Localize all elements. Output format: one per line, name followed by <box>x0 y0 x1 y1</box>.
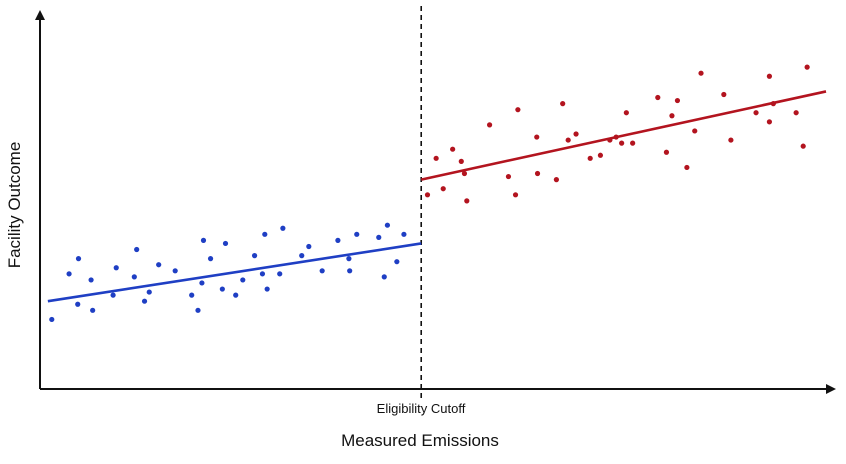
data-point <box>306 243 312 250</box>
data-point <box>433 155 439 161</box>
data-point <box>587 155 593 161</box>
data-point <box>512 192 519 198</box>
data-point <box>222 240 229 247</box>
data-point <box>189 292 195 298</box>
data-point <box>698 70 704 76</box>
data-point <box>674 97 681 104</box>
data-point <box>277 271 283 277</box>
fit-line <box>47 242 422 303</box>
data-point <box>597 152 604 158</box>
data-point <box>534 170 541 177</box>
data-point <box>75 301 81 307</box>
data-point <box>565 137 571 143</box>
data-point <box>381 274 387 280</box>
data-point <box>90 307 96 313</box>
data-point <box>753 110 759 116</box>
data-point <box>486 122 493 128</box>
data-point <box>219 286 225 292</box>
data-point <box>450 146 456 152</box>
data-point <box>376 234 382 240</box>
data-point <box>134 246 140 253</box>
data-point <box>200 237 207 243</box>
data-point <box>66 271 72 277</box>
data-point <box>655 94 661 101</box>
data-point <box>141 298 148 304</box>
data-point <box>264 286 270 292</box>
data-point <box>461 170 468 177</box>
data-point <box>663 149 670 155</box>
cutoff-label: Eligibility Cutoff <box>377 401 466 416</box>
data-point <box>553 177 560 183</box>
data-point <box>251 253 258 259</box>
data-point <box>172 268 178 274</box>
data-point <box>75 256 82 262</box>
data-point <box>335 237 341 243</box>
data-point <box>804 64 810 70</box>
data-point <box>728 137 734 143</box>
data-point <box>458 158 464 164</box>
data-point <box>793 110 799 116</box>
data-point <box>394 259 400 265</box>
data-point <box>354 231 360 237</box>
data-point <box>280 225 286 231</box>
data-point <box>299 253 305 259</box>
data-point <box>440 186 446 192</box>
data-point <box>113 265 119 271</box>
data-point <box>199 280 205 286</box>
data-point <box>240 277 246 283</box>
fit-line <box>420 90 827 181</box>
data-point <box>692 128 698 134</box>
data-point <box>384 222 391 228</box>
data-point <box>669 113 675 119</box>
data-point <box>505 173 512 180</box>
data-point <box>464 198 470 204</box>
data-point <box>49 316 55 323</box>
data-point <box>131 274 137 280</box>
data-point <box>146 289 152 295</box>
data-point <box>560 101 566 107</box>
data-point <box>319 268 325 274</box>
data-point <box>88 277 94 283</box>
data-point <box>619 140 625 146</box>
data-point <box>721 91 727 98</box>
data-point <box>195 307 201 313</box>
y-axis-label: Facility Outcome <box>5 142 24 269</box>
data-point <box>684 164 690 171</box>
data-point <box>347 268 353 274</box>
plot-area <box>47 6 827 399</box>
data-point <box>346 256 352 262</box>
data-point <box>233 292 239 298</box>
data-point <box>766 119 773 125</box>
data-point <box>156 262 162 268</box>
data-point <box>534 134 540 140</box>
data-point <box>401 231 407 237</box>
data-point <box>800 143 806 149</box>
data-point <box>262 231 268 237</box>
data-point <box>573 131 579 137</box>
data-point <box>515 107 521 113</box>
x-axis-label: Measured Emissions <box>341 431 499 450</box>
data-point <box>424 192 431 198</box>
data-point <box>110 292 116 298</box>
data-point <box>259 271 266 277</box>
data-point <box>623 110 629 116</box>
data-point <box>630 140 636 146</box>
data-point <box>207 256 214 262</box>
data-point <box>766 73 773 79</box>
